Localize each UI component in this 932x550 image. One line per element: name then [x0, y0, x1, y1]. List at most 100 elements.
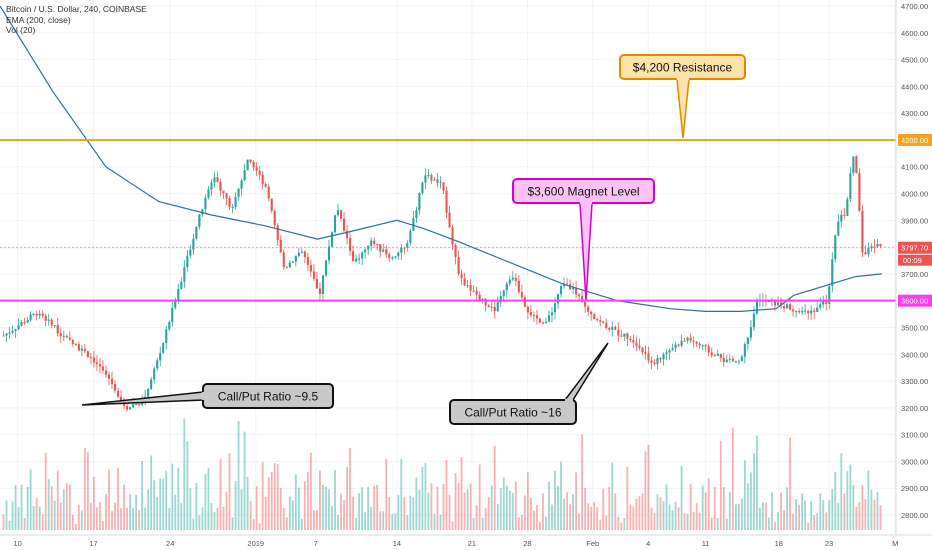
price-tick-label: 4000.00 — [901, 190, 928, 199]
volume-bar — [581, 434, 584, 530]
volume-bar — [451, 521, 454, 530]
volume-bar — [90, 502, 92, 530]
candle-body — [743, 344, 746, 357]
candle-body — [734, 361, 737, 363]
volume-bar — [243, 431, 246, 530]
candle-body — [686, 337, 689, 341]
candle-body — [318, 288, 321, 294]
time-tick-label: 21 — [468, 539, 476, 548]
candle-body — [291, 261, 294, 263]
volume-bar — [816, 513, 819, 530]
candle-body — [653, 362, 656, 364]
candle-body — [454, 244, 457, 257]
candle-body — [755, 300, 758, 314]
time-tick-label: 24 — [166, 539, 174, 548]
candle-body — [162, 343, 165, 353]
candle-body — [355, 258, 358, 262]
volume-bar — [786, 487, 788, 530]
candle-body — [71, 339, 74, 344]
volume-bar — [186, 441, 189, 530]
volume-bar — [310, 452, 312, 530]
volume-bar — [126, 507, 128, 530]
volume-bar — [343, 500, 345, 530]
volume-bar — [557, 485, 559, 530]
candle-body — [427, 175, 430, 177]
volume-bar — [204, 474, 207, 530]
candle-body — [183, 267, 186, 282]
volume-bar — [493, 445, 496, 530]
volume-bar — [141, 460, 144, 530]
candle-body — [243, 170, 246, 181]
candle-body — [728, 358, 731, 360]
candle-body — [107, 374, 111, 379]
price-tick-label: 4600.00 — [901, 29, 928, 38]
candle-body — [532, 315, 535, 317]
candle-body — [11, 330, 14, 333]
candle-body — [493, 306, 496, 312]
candle-body — [725, 359, 728, 363]
volume-bar — [147, 489, 150, 530]
volume-bar — [578, 513, 581, 530]
candle-body — [53, 325, 56, 327]
candle-body — [186, 255, 189, 268]
volume-bar — [695, 503, 698, 530]
candle-body — [336, 210, 340, 216]
volume-bar — [159, 478, 162, 530]
volume-bar — [644, 451, 647, 530]
candle-body — [2, 335, 5, 337]
price-tick-label: 4300.00 — [901, 109, 928, 118]
volume-bar — [560, 461, 562, 530]
candle-body — [89, 357, 92, 359]
candle-body — [704, 345, 707, 347]
callput-callout-2-text: Call/Put Ratio ~16 — [464, 406, 561, 420]
volume-bar — [656, 494, 659, 530]
candle-body — [135, 403, 138, 405]
volume-bar — [421, 466, 424, 530]
volume-bar — [716, 517, 719, 530]
candle-body — [56, 325, 59, 334]
candle-body — [481, 298, 484, 301]
candle-body — [804, 310, 807, 312]
volume-bar — [707, 478, 710, 530]
price-axis[interactable]: 4700.00 4600.00 4500.00 4400.00 4300.00 4200.… — [895, 0, 932, 550]
volume-bar — [228, 453, 231, 530]
time-tick-label: 23 — [825, 539, 833, 548]
time-axis[interactable]: 10 17 24 2019 7 14 21 28 Feb 4 11 18 23 M — [0, 534, 932, 550]
volume-bar — [135, 494, 138, 530]
volume-bar — [349, 448, 351, 530]
volume-bar — [300, 519, 303, 530]
price-tick-label: 3700.00 — [901, 270, 928, 279]
volume-bar — [626, 466, 629, 530]
candle-body — [147, 388, 150, 397]
volume-bar — [258, 523, 261, 530]
candle-body — [855, 156, 858, 173]
volume-bar — [692, 511, 695, 530]
candle-body — [388, 254, 391, 258]
chart-legend: Bitcoin / U.S. Dollar, 240, COINBASE EMA… — [6, 4, 147, 36]
candle-body — [487, 305, 490, 308]
candle-body — [668, 350, 671, 353]
candle-body — [822, 301, 825, 305]
candle-body — [237, 188, 240, 197]
candle-body — [849, 173, 852, 200]
candle-body — [225, 193, 228, 199]
volume-bar — [294, 474, 297, 530]
volume-bar — [237, 421, 240, 530]
candle-body — [710, 352, 713, 356]
volume-bar — [822, 500, 825, 530]
candle-body — [32, 313, 35, 315]
candle-body — [370, 240, 373, 247]
candle-body — [113, 384, 117, 391]
volume-bar — [689, 484, 692, 530]
volume-bar — [807, 522, 810, 530]
candle-body — [207, 189, 210, 198]
volume-bar — [436, 486, 439, 530]
candle-body — [602, 321, 605, 323]
candle-body — [41, 313, 44, 316]
candle-body — [282, 252, 285, 268]
candle-body — [578, 294, 581, 297]
candle-body — [267, 186, 270, 199]
volume-bar — [400, 458, 403, 530]
volume-bar — [740, 498, 743, 530]
